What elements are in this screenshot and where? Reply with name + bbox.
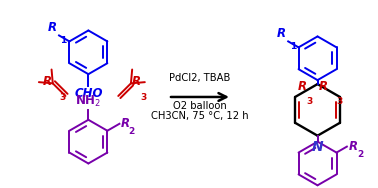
Text: R: R <box>42 75 51 88</box>
Text: R: R <box>349 140 358 153</box>
Text: NH$_2$: NH$_2$ <box>76 94 101 109</box>
Text: 1: 1 <box>60 36 66 45</box>
Text: O2 balloon: O2 balloon <box>173 101 227 111</box>
Text: 3: 3 <box>306 97 312 106</box>
Text: CHO: CHO <box>74 87 102 100</box>
Text: PdCl2, TBAB: PdCl2, TBAB <box>169 73 231 83</box>
Text: 1: 1 <box>290 42 296 51</box>
Text: 3: 3 <box>140 93 146 102</box>
Text: R: R <box>277 27 286 40</box>
Text: R: R <box>319 80 328 93</box>
Text: R: R <box>48 21 57 34</box>
Text: R: R <box>121 117 129 130</box>
Text: 3: 3 <box>59 93 66 102</box>
Text: 2: 2 <box>357 150 363 159</box>
Text: CH3CN, 75 °C, 12 h: CH3CN, 75 °C, 12 h <box>151 111 249 121</box>
Text: N: N <box>312 140 323 154</box>
Text: 3: 3 <box>336 97 342 106</box>
Text: 2: 2 <box>129 127 135 136</box>
Text: R: R <box>298 80 307 93</box>
Text: R: R <box>132 75 141 88</box>
